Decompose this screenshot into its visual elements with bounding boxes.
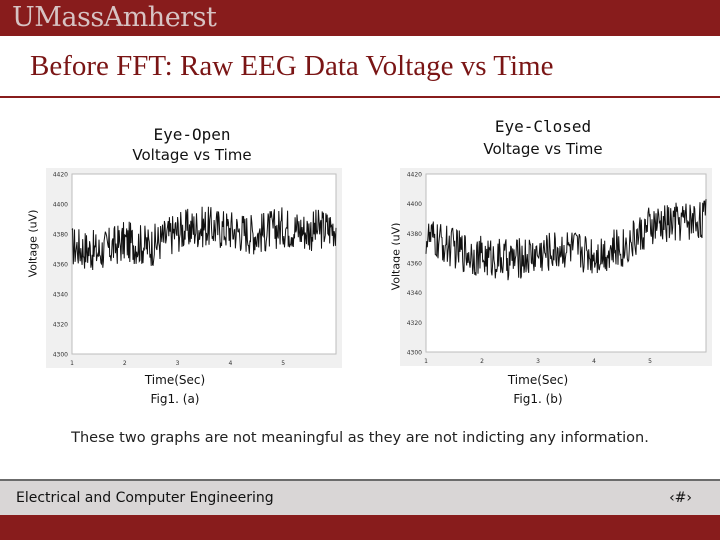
footer-department: Electrical and Computer Engineering (16, 490, 274, 506)
right-x-axis-label: Time(Sec) (507, 373, 569, 387)
signal-line (425, 199, 707, 281)
right-figure-label: Fig1. (b) (513, 392, 563, 406)
slide-title: Before FFT: Raw EEG Data Voltage vs Time (30, 50, 554, 82)
slide-summary: These two graphs are not meaningful as t… (71, 430, 649, 446)
x-tick-label: 4 (592, 358, 596, 365)
y-tick-label: 4340 (407, 290, 422, 297)
x-tick-label: 2 (480, 358, 484, 365)
left-chart-title-line1: Eye-Open (153, 125, 231, 144)
x-tick-label: 5 (648, 358, 652, 365)
signal-line (71, 206, 337, 271)
right-chart-caption: Time(Sec) Fig1. (b) (478, 371, 598, 409)
y-tick-label: 4360 (53, 262, 68, 269)
left-chart-plot: 4300 4320 4340 4360 4380 4400 4420 1 2 3 4 5 (46, 168, 342, 368)
right-chart-title-line1: Eye-Closed (494, 117, 592, 136)
x-tick-label: 5 (281, 360, 285, 367)
right-chart-title: Eye-Closed (463, 116, 623, 138)
y-tick-label: 4380 (53, 232, 68, 239)
x-tick-label: 1 (70, 360, 74, 367)
left-y-axis-label: Voltage (uV) (26, 209, 40, 278)
x-tick-label: 4 (228, 360, 232, 367)
right-chart-subtitle: Voltage vs Time (483, 140, 603, 158)
right-chart-plot: 4300 4320 4340 4360 4380 4400 4420 1 2 3 4 5 (400, 168, 712, 366)
header-bar: UMassAmherst (0, 0, 720, 36)
bottom-bar (0, 515, 720, 540)
y-tick-label: 4420 (53, 172, 68, 179)
y-tick-label: 4360 (407, 261, 422, 268)
plot-area (71, 173, 337, 355)
university-logo: UMassAmherst (12, 2, 217, 33)
left-x-axis-label: Time(Sec) (144, 373, 206, 387)
x-tick-label: 3 (536, 358, 540, 365)
y-tick-label: 4300 (407, 350, 422, 357)
y-tick-label: 4380 (407, 231, 422, 238)
slide-number: ‹#› (669, 490, 692, 506)
y-tick-label: 4420 (407, 172, 422, 179)
x-tick-label: 1 (424, 358, 428, 365)
x-tick-label: 2 (123, 360, 127, 367)
footer-bar: Electrical and Computer Engineering ‹#› (0, 479, 720, 515)
left-chart-subtitle: Voltage vs Time (132, 146, 252, 164)
title-divider (0, 96, 720, 98)
left-chart-caption: Time(Sec) Fig1. (a) (115, 371, 235, 409)
left-figure-label: Fig1. (a) (150, 392, 200, 406)
x-tick-label: 3 (176, 360, 180, 367)
y-tick-label: 4320 (407, 320, 422, 327)
y-tick-label: 4340 (53, 292, 68, 299)
y-tick-label: 4400 (53, 202, 68, 209)
left-chart-title: Eye-Open (112, 124, 272, 146)
y-tick-label: 4300 (53, 352, 68, 359)
y-tick-label: 4400 (407, 201, 422, 208)
y-tick-label: 4320 (53, 322, 68, 329)
